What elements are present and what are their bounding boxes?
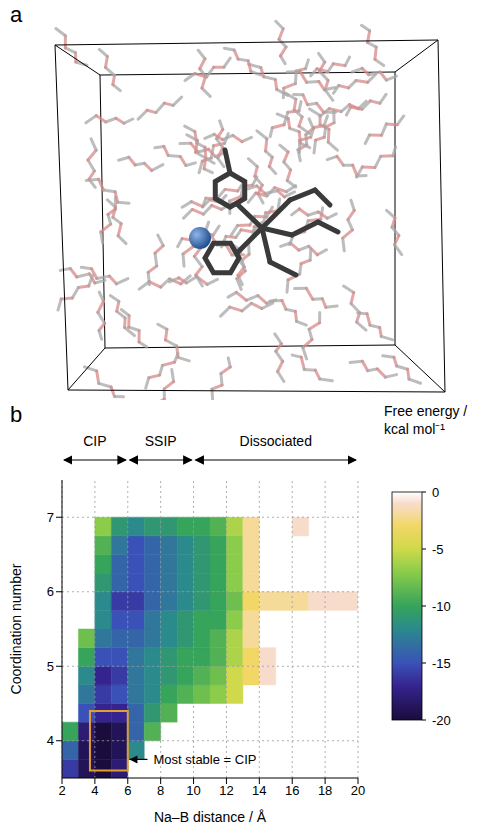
html-text:b: b	[10, 402, 23, 427]
svg-text:10: 10	[186, 783, 200, 798]
svg-text:-10: -10	[432, 599, 451, 614]
html-text:a: a	[10, 2, 23, 27]
svg-text:4: 4	[47, 733, 54, 748]
svg-text:6: 6	[124, 783, 131, 798]
svg-text:Na–B distance / Å: Na–B distance / Å	[154, 809, 267, 825]
svg-text:16: 16	[285, 783, 299, 798]
html-text:Free energy / kcal mol⁻¹: Free energy / kcal mol⁻¹	[384, 403, 468, 437]
svg-text:2: 2	[58, 783, 65, 798]
svg-text:SSIP: SSIP	[145, 433, 177, 449]
svg-text:-5: -5	[432, 542, 444, 557]
svg-text:6: 6	[47, 584, 54, 599]
svg-text:Coordination number: Coordination number	[8, 563, 24, 694]
svg-text:5: 5	[47, 659, 54, 674]
svg-text:Most stable = CIP: Most stable = CIP	[154, 752, 257, 767]
svg-text:-15: -15	[432, 656, 451, 671]
svg-text:18: 18	[318, 783, 332, 798]
svg-text:Dissociated: Dissociated	[240, 433, 312, 449]
svg-text:20: 20	[351, 783, 365, 798]
svg-text:-20: -20	[432, 713, 451, 728]
svg-text:12: 12	[219, 783, 233, 798]
svg-text:0: 0	[432, 485, 439, 500]
svg-text:4: 4	[91, 783, 98, 798]
svg-text:14: 14	[252, 783, 266, 798]
svg-text:8: 8	[157, 783, 164, 798]
svg-text:CIP: CIP	[83, 433, 106, 449]
svg-text:7: 7	[47, 510, 54, 525]
